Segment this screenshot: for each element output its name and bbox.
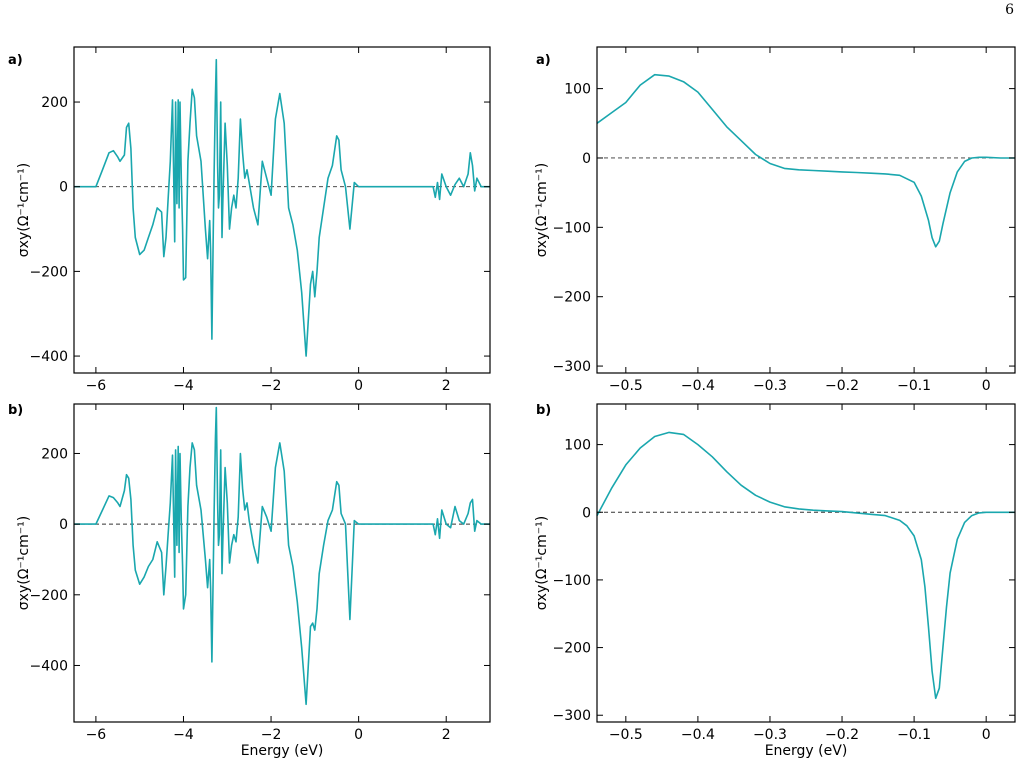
x-tick-label: 0 [982,378,991,394]
y-tick-label: 0 [582,505,591,521]
x-tick-label: −0.2 [825,727,859,743]
chart-panel-2: −0.5 −0.4 −0.3 −0.2 −0.1 0 −300 −200 −100 0 100 a) σ… [534,46,1016,394]
y-tick-label: −300 [553,359,591,375]
y-tick-label: −300 [553,708,591,724]
x-tick-label: −0.5 [609,378,643,394]
x-tick-label: −0.4 [681,378,715,394]
x-axis-label: Energy (eV) [765,743,848,759]
chart-panel-4: −0.5 −0.4 −0.3 −0.2 −0.1 0 −300 −200 −100 0 100 b) σ… [534,403,1016,759]
y-tick-label: 200 [41,95,68,111]
x-tick-label: −0.5 [609,727,643,743]
panel-label: a) [536,53,551,68]
y-tick-label: −100 [553,573,591,589]
x-tick-label: −6 [86,378,107,394]
x-tick-label: 2 [442,378,451,394]
y-axis-label: σxy(Ω⁻¹cm⁻¹) [16,163,32,257]
y-tick-label: −400 [30,658,68,674]
y-tick-label: 100 [564,82,591,98]
x-tick-label: −6 [86,727,107,743]
y-tick-label: −200 [553,641,591,657]
y-axis-label: σxy(Ω⁻¹cm⁻¹) [534,516,550,610]
x-tick-label: −2 [261,727,282,743]
y-tick-label: 0 [582,151,591,167]
y-axis-label: σxy(Ω⁻¹cm⁻¹) [16,516,32,610]
x-tick-label: −0.2 [825,378,859,394]
page-number: 6 [1005,2,1014,18]
y-axis-label: σxy(Ω⁻¹cm⁻¹) [534,163,550,257]
plot-frame [596,46,1016,374]
x-axis-label: Energy (eV) [241,743,324,759]
y-tick-label: 0 [59,517,68,533]
y-tick-label: −400 [30,349,68,365]
chart-panel-3: −6 −4 −2 0 2 −400 −200 0 200 b) σxy(Ω⁻¹cm⁻¹) Energy… [8,403,491,759]
conductivity-series-line [74,58,490,357]
x-tick-label: −0.3 [753,378,787,394]
x-tick-label: −2 [261,378,282,394]
x-tick-label: 0 [982,727,991,743]
y-tick-label: −200 [30,264,68,280]
conductivity-series-line [596,431,1015,700]
conductivity-series-line [596,73,1015,248]
panel-label: b) [8,403,23,418]
x-tick-label: −4 [173,378,194,394]
x-tick-label: −0.1 [897,378,931,394]
y-tick-label: 100 [564,438,591,454]
plot-frame [596,403,1016,723]
y-tick-label: −100 [553,220,591,236]
chart-panel-1: −6 −4 −2 0 2 −400 −200 0 200 a) σxy(Ω⁻¹cm⁻¹) [8,46,491,394]
y-tick-label: −200 [553,290,591,306]
x-tick-label: 0 [354,727,363,743]
plot-frame [73,403,491,723]
x-tick-label: −0.3 [753,727,787,743]
panel-label: b) [536,403,551,418]
y-tick-label: 0 [59,180,68,196]
x-tick-label: −4 [173,727,194,743]
plot-frame [73,46,491,374]
y-tick-label: −200 [30,588,68,604]
x-tick-label: −0.1 [897,727,931,743]
x-tick-label: 0 [354,378,363,394]
conductivity-series-line [74,406,490,706]
x-tick-label: −0.4 [681,727,715,743]
y-tick-label: 200 [41,446,68,462]
panel-label: a) [8,53,23,68]
x-tick-label: 2 [442,727,451,743]
